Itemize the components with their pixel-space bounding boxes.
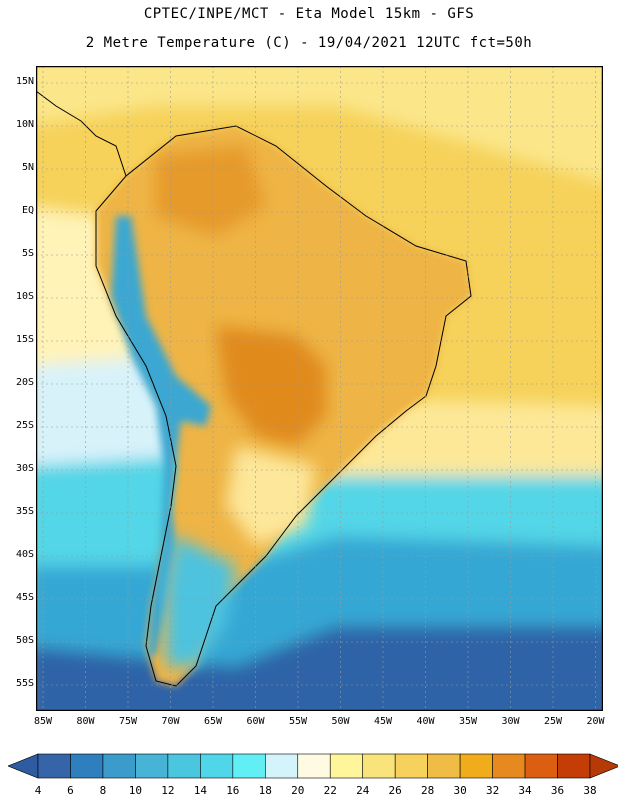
central-hot-region <box>216 326 326 446</box>
colorbar-swatch <box>232 753 266 779</box>
colorbar-tick-label: 20 <box>291 784 305 797</box>
coastline <box>95 125 472 687</box>
colorbar-swatch <box>362 753 396 779</box>
colorbar-tick-label: 14 <box>193 784 207 797</box>
colorbar-tick-label: 34 <box>518 784 532 797</box>
lat-tick-label: 25S <box>15 420 34 431</box>
colorbar <box>8 753 618 779</box>
lat-tick-label: 5S <box>21 248 34 259</box>
colorbar-tick-label: 22 <box>323 784 337 797</box>
colorbar-over-arrow <box>589 753 618 779</box>
lat-tick-label: 15N <box>15 76 34 87</box>
colorbar-swatch <box>557 753 591 779</box>
lat-tick-label: 40S <box>15 549 34 560</box>
colorbar-tick-label: 30 <box>453 784 467 797</box>
caribbean-band <box>36 66 603 183</box>
temperature-map <box>36 66 603 711</box>
colorbar-tick-label: 16 <box>226 784 240 797</box>
lon-tick-label: 60W <box>246 716 265 727</box>
colorbar-swatch <box>264 753 299 779</box>
andes-cold-strip <box>111 216 211 656</box>
lon-tick-label: 85W <box>33 716 53 727</box>
map-frame <box>36 66 603 711</box>
colorbar-swatch <box>329 753 364 779</box>
lon-tick-label: 80W <box>76 716 95 727</box>
lon-tick-label: 35W <box>458 716 478 727</box>
colorbar-tick-label: 24 <box>356 784 370 797</box>
central-america-coast <box>36 90 127 177</box>
colorbar-tick-label: 26 <box>388 784 402 797</box>
patagonia-cool <box>166 536 236 666</box>
far-south-band <box>36 626 603 711</box>
colorbar-tick-label: 18 <box>258 784 272 797</box>
colorbar-swatch <box>70 753 104 779</box>
lat-tick-label: 10N <box>15 119 34 130</box>
colorbar-swatch <box>102 753 136 779</box>
colorbar-swatch <box>524 753 558 779</box>
lat-tick-label: 15S <box>15 334 34 345</box>
colorbar-swatch <box>492 753 526 779</box>
lon-tick-label: 70W <box>161 716 180 727</box>
lat-tick-label: 55S <box>15 678 34 689</box>
colorbar-tick-label: 28 <box>421 784 435 797</box>
lon-tick-label: 20W <box>586 716 605 727</box>
colorbar-tick-label: 38 <box>583 784 597 797</box>
lat-tick-label: 45S <box>15 592 34 603</box>
lat-tick-label: 10S <box>15 291 34 302</box>
lat-tick-label: 30S <box>15 463 34 474</box>
colorbar-swatch <box>37 753 71 779</box>
colorbar-tick-label: 36 <box>550 784 565 797</box>
chart-title: CPTEC/INPE/MCT - Eta Model 15km - GFS <box>143 6 475 22</box>
lon-tick-label: 55W <box>288 716 308 727</box>
lon-tick-label: 75W <box>118 716 138 727</box>
lat-tick-label: EQ <box>21 205 34 216</box>
lon-tick-label: 40W <box>416 716 435 727</box>
colorbar-tick-label: 6 <box>67 784 74 797</box>
lat-tick-label: 35S <box>15 506 34 517</box>
lon-tick-label: 65W <box>203 716 223 727</box>
lon-tick-label: 25W <box>543 716 563 727</box>
colorbar-swatch <box>135 753 169 779</box>
lat-tick-label: 50S <box>15 635 34 646</box>
lon-tick-label: 45W <box>373 716 393 727</box>
lon-tick-label: 30W <box>501 716 520 727</box>
colorbar-swatch <box>297 753 331 779</box>
south-mild-region <box>226 446 316 546</box>
lat-tick-label: 5N <box>21 162 34 173</box>
pacific-warm-band <box>36 207 146 403</box>
colorbar-swatch <box>427 753 461 779</box>
colorbar-swatch <box>200 753 234 779</box>
lon-tick-label: 50W <box>331 716 350 727</box>
colorbar-tick-label: 8 <box>99 784 107 797</box>
colorbar-swatch <box>394 753 428 779</box>
colorbar-swatch <box>167 753 201 779</box>
colorbar-swatch <box>459 753 493 779</box>
colorbar-tick-label: 32 <box>485 784 500 797</box>
colorbar-tick-label: 10 <box>128 784 143 797</box>
colorbar-under-arrow <box>8 753 39 779</box>
chart-subtitle: 2 Metre Temperature (C) - 19/04/2021 12U… <box>85 35 533 51</box>
colorbar-tick-label: 12 <box>161 784 175 797</box>
colorbar-tick-label: 4 <box>34 784 42 797</box>
north-hot-region <box>156 146 266 236</box>
lat-tick-label: 20S <box>15 377 34 388</box>
